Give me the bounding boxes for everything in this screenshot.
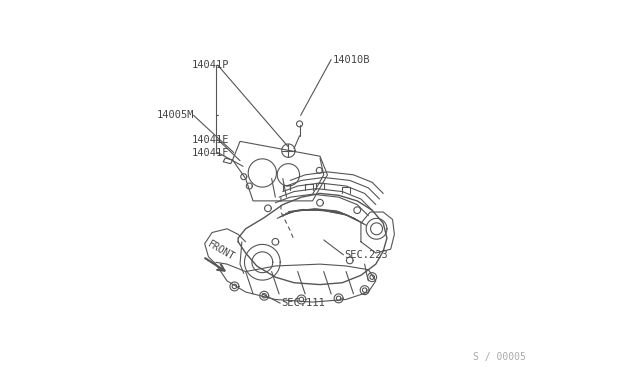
Text: 14005M: 14005M <box>156 110 194 120</box>
Text: SEC.111: SEC.111 <box>281 298 324 308</box>
Text: 14041F: 14041F <box>191 148 229 157</box>
Text: SEC.223: SEC.223 <box>344 250 388 260</box>
Text: 14041E: 14041E <box>191 135 229 144</box>
Text: FRONT: FRONT <box>205 239 236 262</box>
Text: 14010B: 14010B <box>333 55 371 64</box>
Text: S / 00005: S / 00005 <box>472 352 525 362</box>
Text: 14041P: 14041P <box>191 60 229 70</box>
